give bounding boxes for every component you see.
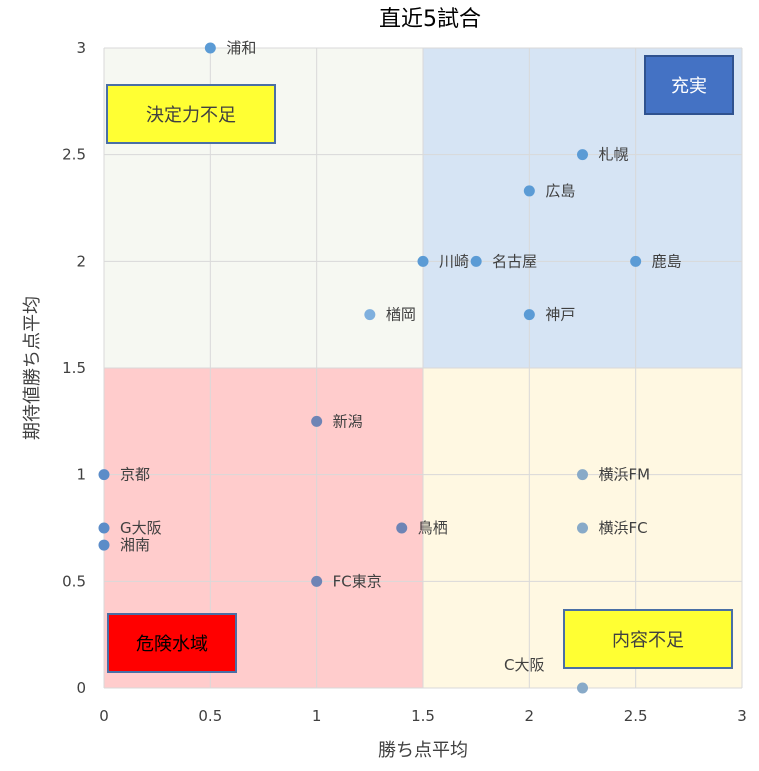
zone-box-top-right [644,55,734,115]
data-point-label: 横浜FM [599,466,651,484]
x-tick-label: 1.5 [411,707,435,725]
data-point-label: 楢岡 [386,306,416,324]
y-tick-label: 0.5 [62,572,86,590]
zone-label: 充実 [671,76,707,97]
data-point [98,522,110,534]
data-point [577,149,588,161]
data-point-label: FC東京 [333,572,382,590]
data-point-label: 新潟 [333,412,363,430]
data-point-label: C大阪 [504,656,544,674]
zone-label: 決定力不足 [146,105,236,126]
y-tick-label: 2 [76,252,86,270]
data-point-label: 横浜FC [599,519,648,537]
data-point [98,539,110,551]
data-point-label: G大阪 [120,519,162,537]
data-point [311,415,323,427]
data-point-label: 神戸 [545,306,575,324]
data-point [523,309,535,321]
data-point-label: 札幌 [599,146,629,164]
x-axis-title: 勝ち点平均 [378,740,468,761]
grid-lines [103,47,743,689]
data-point-label: 名古屋 [492,252,537,270]
data-point [470,255,482,267]
x-tick-label: 2.5 [624,707,648,725]
data-point [204,42,216,54]
data-point [396,522,408,534]
data-point [98,469,110,481]
data-point-label: 川崎 [439,252,469,270]
data-point [364,309,376,321]
data-point [311,575,323,587]
x-tick-label: 3 [737,707,747,725]
data-point-label: 広島 [545,182,575,200]
y-axis-ticks: 0 0.5 1 1.5 2 2.5 3 [62,39,86,697]
data-point-label: 浦和 [226,39,256,57]
data-point [577,682,588,694]
zone-box-bottom-right [563,609,733,669]
data-point [577,522,588,534]
chart-title: 直近5試合 [379,7,481,32]
data-point-label: 京都 [120,466,150,484]
data-point [577,469,588,481]
x-tick-label: 0.5 [198,707,222,725]
y-axis-title: 期待値勝ち点平均 [22,296,43,440]
data-point [630,255,642,267]
data-point [417,255,429,267]
x-tick-label: 2 [525,707,535,725]
x-tick-label: 0 [99,707,109,725]
zone-box-bottom-left [107,613,237,673]
y-tick-label: 0 [76,679,86,697]
zone-label: 内容不足 [612,630,684,651]
zone-label: 危険水域 [136,634,208,655]
data-point [523,185,535,197]
zone-box-top-left [106,84,276,144]
y-tick-label: 2.5 [62,146,86,164]
x-axis-ticks: 0 0.5 1 1.5 2 2.5 3 [99,707,747,725]
data-point-label: 鹿島 [652,252,682,270]
y-tick-label: 1 [76,466,86,484]
y-tick-label: 3 [76,39,86,57]
data-point-label: 鳥栖 [418,519,448,537]
x-tick-label: 1 [312,707,322,725]
y-tick-label: 1.5 [62,359,86,377]
data-point-label: 湘南 [120,536,150,554]
